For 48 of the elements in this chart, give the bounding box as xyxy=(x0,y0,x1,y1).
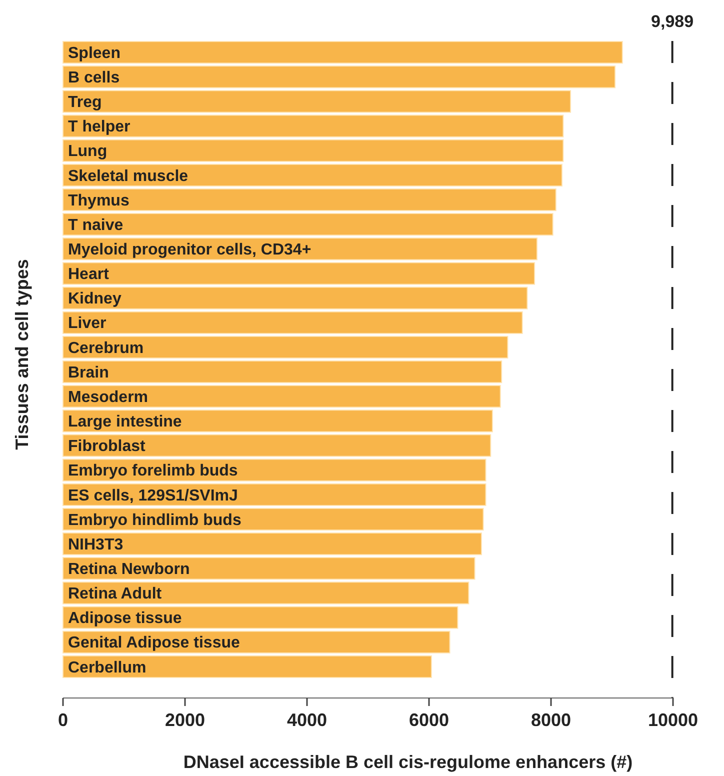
x-tick-label: 2000 xyxy=(164,710,206,730)
y-tick-label: Kidney xyxy=(68,290,122,308)
y-tick-label: Myeloid progenitor cells, CD34+ xyxy=(68,242,312,259)
x-tick-label: 4000 xyxy=(286,710,328,730)
y-tick-label: T naive xyxy=(68,216,124,234)
x-axis-title: DNaseI accessible B cell cis-regulome enhancers (#) xyxy=(183,752,633,772)
bar xyxy=(62,188,556,212)
y-tick-label: ES cells, 129S1/SVImJ xyxy=(68,487,238,504)
y-tick-label: Retina Newborn xyxy=(68,560,190,578)
y-tick-label: Heart xyxy=(68,266,110,284)
y-axis-title: Tissues and cell types xyxy=(12,259,32,450)
y-tick-label: Liver xyxy=(68,315,106,332)
bar xyxy=(62,532,482,556)
x-tick-label: 10000 xyxy=(648,710,698,730)
bar xyxy=(62,655,432,678)
y-tick-label: Cerebrum xyxy=(68,340,144,357)
bar xyxy=(62,557,476,580)
y-tick-label: Treg xyxy=(68,94,102,112)
x-tick-label: 6000 xyxy=(408,710,450,730)
x-tick-label: 8000 xyxy=(530,710,572,730)
bar xyxy=(62,40,623,64)
y-tick-label: B cells xyxy=(68,69,120,86)
y-tick-label: NIH3T3 xyxy=(68,536,124,554)
ref-line-label: 9,989 xyxy=(651,12,694,31)
bar xyxy=(62,213,554,236)
y-tick-label: Lung xyxy=(68,143,108,160)
y-tick-label: Retina Adult xyxy=(68,586,162,603)
bar xyxy=(62,66,616,88)
y-tick-label: Embryo forelimb buds xyxy=(68,462,238,480)
bar xyxy=(62,360,502,384)
y-tick-label: Brain xyxy=(68,364,109,382)
y-tick-label: Cerbellum xyxy=(68,659,146,676)
bar xyxy=(62,336,508,359)
y-tick-label: T helper xyxy=(68,118,130,136)
x-tick-label: 0 xyxy=(58,710,68,730)
y-tick-label: Thymus xyxy=(68,192,130,210)
y-tick-label: Large intestine xyxy=(68,414,182,431)
y-tick-label: Embryo hindlimb buds xyxy=(68,512,242,529)
y-tick-label: Adipose tissue xyxy=(68,610,182,628)
y-tick-label: Mesoderm xyxy=(68,388,148,406)
bar xyxy=(62,311,523,334)
y-tick-label: Fibroblast xyxy=(68,438,146,456)
bar xyxy=(62,139,564,162)
y-tick-label: Genital Adipose tissue xyxy=(68,634,240,652)
y-tick-label: Spleen xyxy=(68,44,120,62)
bar xyxy=(62,164,562,186)
y-tick-label: Skeletal muscle xyxy=(68,168,188,185)
bar xyxy=(62,385,501,408)
